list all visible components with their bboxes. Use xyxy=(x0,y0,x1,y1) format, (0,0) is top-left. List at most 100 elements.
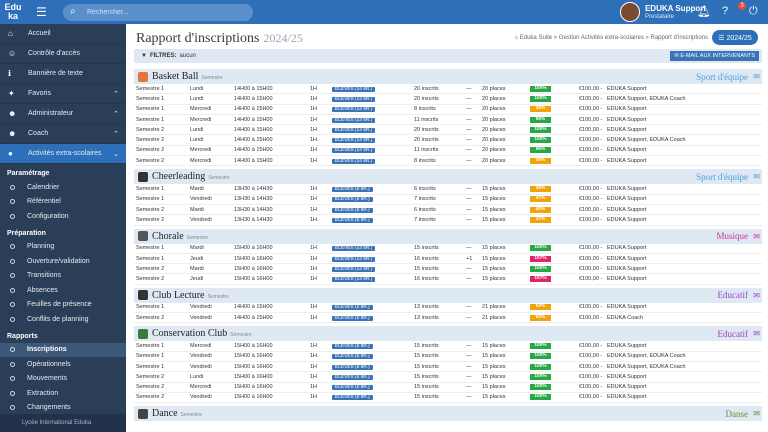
search-input[interactable] xyxy=(87,8,237,16)
table-row[interactable]: Semestre 2 Lundi 14H00 à 15H00 1H ÉLÈVES (14… xyxy=(134,135,762,146)
filters-bar[interactable]: ▼ FILTRES: aucun ✉ E-MAIL AUX INTERVENAN… xyxy=(134,49,762,63)
waitlist-cell: — xyxy=(466,95,472,102)
activity-header[interactable]: Conservation Club Semestre Educatif ✉ xyxy=(134,326,762,342)
enrolled-cell: 20 inscrits xyxy=(414,85,439,92)
duration-cell: 1H xyxy=(310,384,318,391)
sidebar-subitem[interactable]: Extraction xyxy=(0,386,126,401)
sidebar-subitem[interactable]: Transitions xyxy=(0,269,126,284)
logout-icon[interactable]: ⏻ xyxy=(749,5,758,17)
price-cell: €100,00 - xyxy=(579,196,603,203)
sidebar-subitem[interactable]: Référentiel xyxy=(0,195,126,210)
table-row[interactable]: Semestre 1 Vendredi 15H00 à 16H00 1H ÉLÈVES … xyxy=(134,362,762,373)
table-row[interactable]: Semestre 2 Lundi 15H00 à 16H00 1H ÉLÈVES (6 … xyxy=(134,372,762,383)
activity-header[interactable]: Chorale Semestre Musique ✉ xyxy=(134,228,762,244)
table-row[interactable]: Semestre 2 Jeudi 15H00 à 16H00 1H ÉLÈVES (14… xyxy=(134,274,762,285)
instructors-cell: EDUKA Support xyxy=(607,342,647,349)
circle-icon xyxy=(10,390,15,396)
user-menu[interactable]: EDUKA Support Prestataire xyxy=(619,2,706,22)
mail-icon[interactable]: ✉ xyxy=(753,290,760,300)
table-row[interactable]: Semestre 1 Mercredi 14H00 à 15H00 1H ÉLÈVES … xyxy=(134,105,762,115)
sidebar-subitem[interactable]: Opérationnels xyxy=(0,357,126,372)
fill-cell: 40% xyxy=(530,157,579,164)
activity-header[interactable]: Club Lecture Semestre Educatif ✉ xyxy=(134,287,762,303)
table-row[interactable]: Semestre 1 Vendredi 14H00 à 15H00 1H ÉLÈVES … xyxy=(134,303,762,314)
sidebar-subitem[interactable]: Ouverture/validation xyxy=(0,254,126,269)
places-cell: 15 places xyxy=(482,342,506,349)
table-row[interactable]: Semestre 1 Lundi 14H00 à 15H00 1H ÉLÈVES (14… xyxy=(134,84,762,95)
fill-cell: 100% xyxy=(530,342,579,349)
semester-cell: Semestre 1 xyxy=(136,116,165,123)
bell-icon[interactable]: 🔔︎ xyxy=(697,6,711,18)
chevron-icon[interactable]: ⌃ xyxy=(113,110,119,118)
table-row[interactable]: Semestre 1 Vendredi 13H30 à 14H30 1H ÉLÈVES … xyxy=(134,195,762,205)
help-icon[interactable]: ? xyxy=(722,5,729,17)
table-row[interactable]: Semestre 2 Vendredi 13H30 à 14H30 1H ÉLÈVES … xyxy=(134,215,762,226)
sidebar-subitem[interactable]: Absences xyxy=(0,283,126,298)
table-row[interactable]: Semestre 1 Mardi 13H30 à 14H30 1H ÉLÈVES (6 … xyxy=(134,184,762,195)
enrolled-cell: 15 inscrits xyxy=(414,245,439,252)
sidebar-subitem[interactable]: Conflits de planning xyxy=(0,312,126,327)
time-cell: 15H00 à 16H00 xyxy=(234,384,273,391)
sidebar-subitem[interactable]: Mouvements xyxy=(0,372,126,387)
table-row[interactable]: Semestre 1 Mardi 15H00 à 16H00 1H ÉLÈVES (14… xyxy=(134,244,762,254)
mail-icon[interactable]: ✉ xyxy=(753,409,760,419)
instructors-cell: EDUKA Support xyxy=(607,116,647,123)
enrolled-cell: 15 inscrits xyxy=(414,353,439,360)
activity-header[interactable]: Cheerleading Semestre Sport d'équipe ✉ xyxy=(134,169,762,185)
sidebar-item-pin[interactable]: ✦ Favoris ⌃ xyxy=(0,84,126,104)
menu-toggle-icon[interactable]: ☰ xyxy=(36,5,47,19)
duration-cell: 1H xyxy=(310,276,318,283)
sidebar-subitem[interactable]: Calendrier xyxy=(0,180,126,195)
sidebar-item-home[interactable]: ⌂ Accueil xyxy=(0,24,126,44)
waitlist-cell: — xyxy=(466,126,472,133)
year-button[interactable]: ☰ 2024/25 xyxy=(712,30,758,45)
table-row[interactable]: Semestre 2 Mercredi 14H00 à 15H00 1H ÉLÈVES … xyxy=(134,156,762,167)
chevron-icon[interactable]: ⌃ xyxy=(113,90,119,98)
mail-icon[interactable]: ✉ xyxy=(753,329,760,339)
table-row[interactable]: Semestre 2 Vendredi 15H00 à 16H00 1H ÉLÈVES … xyxy=(134,393,762,404)
table-row[interactable]: Semestre 2 Vendredi 14H00 à 15H00 1H ÉLÈVES … xyxy=(134,313,762,324)
mail-icon[interactable]: ✉ xyxy=(753,231,760,241)
mail-icon[interactable]: ✉ xyxy=(753,72,760,81)
table-row[interactable]: Semestre 1 Vendredi 15H00 à 16H00 1H ÉLÈVES … xyxy=(134,352,762,362)
waitlist-cell: — xyxy=(466,137,472,144)
sidebar-item-coach[interactable]: ☻ Coach ⌃ xyxy=(0,124,126,144)
day-cell: Mardi xyxy=(190,265,204,272)
audience-cell: ÉLÈVES (14 6R.) xyxy=(332,106,414,113)
table-row[interactable]: Semestre 2 Mardi 13H30 à 14H30 1H ÉLÈVES (6 … xyxy=(134,205,762,216)
eduka-logo[interactable]: Edu ka xyxy=(0,0,26,24)
table-row[interactable]: Semestre 2 Lundi 14H00 à 15H00 1H ÉLÈVES (14… xyxy=(134,125,762,136)
circle-icon xyxy=(10,302,15,308)
chevron-icon[interactable]: ⌃ xyxy=(113,130,119,138)
price-cell: €100,00 - xyxy=(579,373,603,380)
sidebar-subitem[interactable]: Configuration xyxy=(0,209,126,224)
sidebar-item-user-key[interactable]: ☺ Contrôle d'accès xyxy=(0,44,126,64)
circle-icon xyxy=(10,273,15,279)
sidebar-subitem[interactable]: Changements xyxy=(0,401,126,416)
sidebar-subitem-label: Mouvements xyxy=(27,375,68,383)
sidebar-subitem[interactable]: Inscriptions xyxy=(0,342,126,357)
sidebar-item-admin[interactable]: ☻ Administrateur ⌃ xyxy=(0,104,126,124)
table-row[interactable]: Semestre 1 Lundi 14H00 à 15H00 1H ÉLÈVES (14… xyxy=(134,94,762,105)
table-row[interactable]: Semestre 2 Mercredi 14H00 à 15H00 1H ÉLÈVES … xyxy=(134,146,762,157)
waitlist-cell: — xyxy=(466,363,472,370)
chevron-icon[interactable]: ⌄ xyxy=(113,150,119,158)
table-row[interactable]: Semestre 2 Mercredi 15H00 à 16H00 1H ÉLÈVES … xyxy=(134,383,762,393)
table-row[interactable]: Semestre 1 Jeudi 15H00 à 16H00 1H ÉLÈVES (14… xyxy=(134,254,762,265)
sidebar-subitem[interactable]: Planning xyxy=(0,240,126,255)
sidebar-item-info[interactable]: ℹ Bannière de texte xyxy=(0,64,126,84)
table-row[interactable]: Semestre 2 Mardi 15H00 à 16H00 1H ÉLÈVES (14… xyxy=(134,264,762,275)
instructors-cell: EDUKA Support, EDUKA Coach xyxy=(607,363,686,370)
table-row[interactable]: Semestre 1 Mercredi 15H00 à 16H00 1H ÉLÈVES … xyxy=(134,341,762,352)
table-row[interactable]: Semestre 1 Mercredi 14H00 à 15H00 1H ÉLÈVES … xyxy=(134,115,762,126)
breadcrumb[interactable]: ⌂ Eduka Suite » Gestion Activités extra-… xyxy=(514,35,708,41)
avatar[interactable] xyxy=(619,2,640,22)
instructors-cell: EDUKA Support xyxy=(607,276,647,283)
mail-icon[interactable]: ✉ xyxy=(753,172,760,182)
email-instructors-button[interactable]: ✉ E-MAIL AUX INTERVENANTS xyxy=(670,51,759,61)
sidebar-item-activities[interactable]: ● Activités extra-scolaires ⌄ xyxy=(0,144,126,164)
activity-header[interactable]: Basket Ball Semestre Sport d'équipe ✉ xyxy=(134,69,762,84)
time-cell: 14H00 à 15H00 xyxy=(234,157,273,164)
sidebar-subitem[interactable]: Feuilles de présence xyxy=(0,298,126,313)
activity-header[interactable]: Dance Semestre Danse ✉ xyxy=(134,406,762,422)
